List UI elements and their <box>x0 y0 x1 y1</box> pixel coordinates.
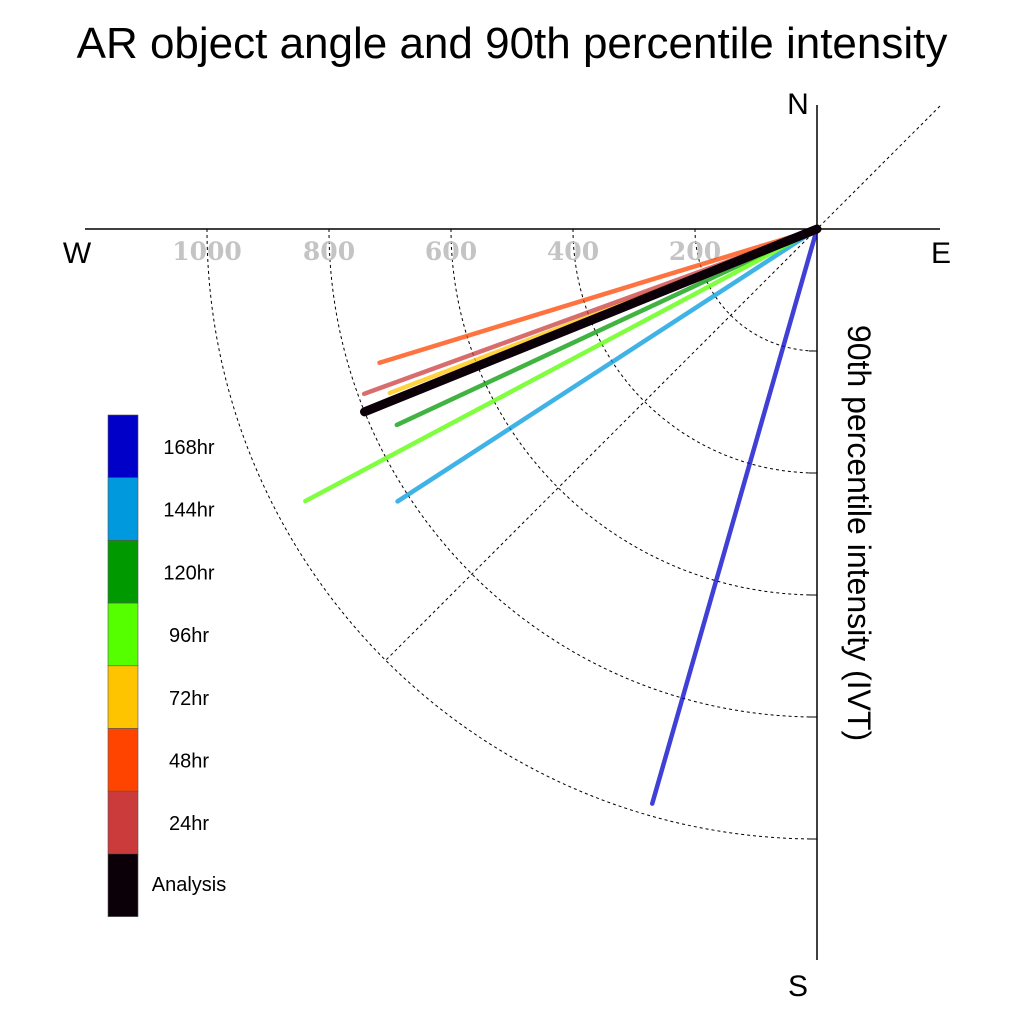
grid-diagonal <box>385 105 941 661</box>
legend-label-analysis: Analysis <box>152 874 226 896</box>
radial-tick-label: 400 <box>547 237 599 266</box>
legend-swatch-48hr <box>107 728 139 792</box>
legend-label-72hr: 72hr <box>169 688 209 710</box>
legend-swatch-96hr <box>107 602 139 667</box>
grid-arc <box>572 228 818 474</box>
series-lines <box>303 224 822 806</box>
legend: 168hr 144hr 120hr 96hr 72hr 48hr 24hr Analysis <box>107 414 226 917</box>
compass-east-label: E <box>931 237 951 270</box>
legend-swatch-144hr <box>107 477 139 541</box>
polar-grid <box>206 105 941 840</box>
radial-tick-label: 1000 <box>172 237 242 266</box>
legend-swatch-120hr <box>107 540 139 604</box>
center-point <box>813 225 821 233</box>
compass-south-label: S <box>788 970 808 1003</box>
grid-arc <box>694 228 818 352</box>
radial-axis-label: 90th percentile intensity (IVT) <box>841 325 877 741</box>
radial-tick-label: 800 <box>303 237 355 266</box>
legend-label-48hr: 48hr <box>169 751 209 773</box>
series-line-analysis <box>360 224 822 417</box>
radial-tick-label: 600 <box>425 237 477 266</box>
series-line-48hr <box>377 226 820 366</box>
compass-axes <box>85 105 940 960</box>
series-line-96hr <box>303 226 820 504</box>
compass-west-label: W <box>63 237 92 270</box>
series-line-168hr <box>649 226 820 806</box>
grid-arc <box>450 228 818 596</box>
legend-swatch-168hr <box>107 414 139 479</box>
legend-swatch-analysis <box>107 853 139 917</box>
legend-label-96hr: 96hr <box>169 625 209 647</box>
legend-label-120hr: 120hr <box>163 562 214 584</box>
chart-title: AR object angle and 90th percentile inte… <box>77 19 948 68</box>
legend-swatch-24hr <box>107 790 139 855</box>
compass-north-label: N <box>787 88 809 121</box>
series-line-144hr <box>395 226 820 504</box>
grid-arc <box>328 228 818 718</box>
grid-arc <box>206 228 818 840</box>
legend-label-168hr: 168hr <box>163 437 214 459</box>
legend-label-24hr: 24hr <box>169 813 209 835</box>
legend-label-144hr: 144hr <box>163 500 214 522</box>
legend-swatch-72hr <box>107 665 139 729</box>
